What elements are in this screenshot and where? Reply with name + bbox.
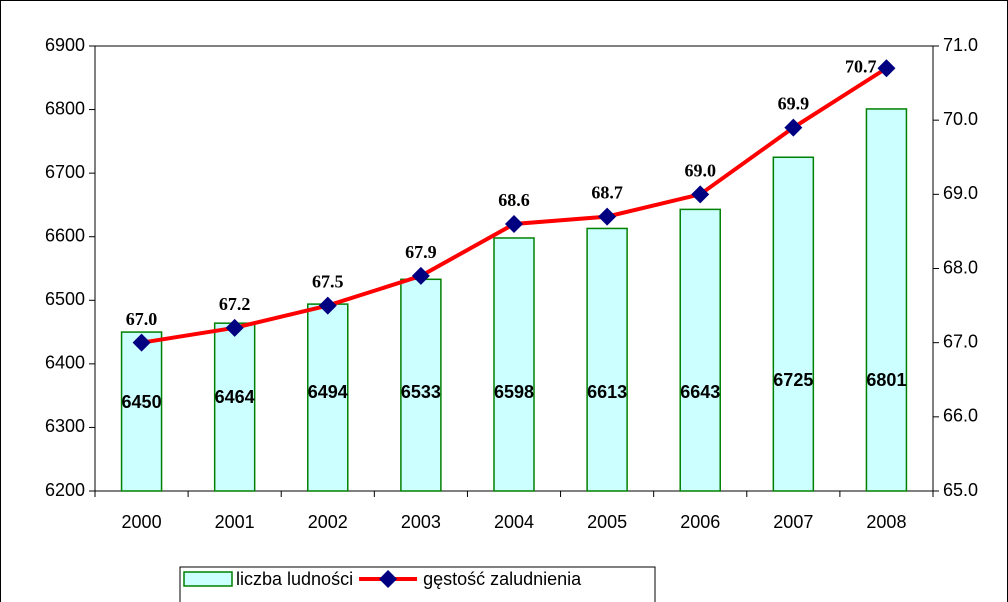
line-marker	[784, 118, 803, 137]
bar-value-label: 6598	[494, 382, 534, 402]
line-value-label: 67.0	[126, 309, 158, 329]
line-value-label: 69.0	[684, 160, 716, 180]
bar	[772, 156, 815, 492]
bar-value-label: 6533	[401, 382, 441, 402]
y-tick-label: 6600	[45, 225, 85, 245]
legend-label: gęstość zaludnienia	[423, 569, 582, 589]
bar-value-label: 6450	[122, 392, 162, 412]
line-marker	[318, 296, 337, 315]
y-tick-label: 6800	[45, 98, 85, 118]
line-value-label: 69.9	[778, 94, 810, 114]
bar	[400, 278, 442, 492]
y2-tick-label: 70.0	[943, 109, 978, 129]
legend-swatch	[183, 571, 233, 587]
y-tick-label: 6700	[45, 162, 85, 182]
x-tick-label: 2005	[587, 512, 627, 532]
bar	[213, 322, 256, 492]
legend-box	[179, 566, 656, 602]
bar-value-label: 6464	[215, 387, 255, 407]
y2-tick-label: 66.0	[943, 406, 978, 426]
x-tick-label: 2006	[680, 512, 720, 532]
bar	[120, 331, 163, 492]
y2-tick-label: 65.0	[943, 480, 978, 500]
line-marker	[132, 333, 151, 352]
line-marker	[691, 185, 710, 204]
y-tick-label: 6200	[45, 480, 85, 500]
bar-value-label: 6494	[308, 382, 348, 402]
bar	[493, 237, 535, 492]
x-tick-label: 2002	[308, 512, 348, 532]
bar	[307, 303, 349, 492]
y-tick-label: 6500	[45, 289, 85, 309]
y2-tick-label: 71.0	[943, 35, 978, 55]
x-tick-label: 2004	[494, 512, 534, 532]
line-marker	[877, 59, 896, 78]
bar	[679, 208, 721, 492]
line-value-label: 68.6	[498, 190, 530, 210]
y2-tick-label: 67.0	[943, 331, 978, 351]
bar	[865, 108, 908, 492]
y-tick-label: 6400	[45, 353, 85, 373]
legend-label: liczba ludności	[236, 569, 353, 589]
bar-value-label: 6643	[680, 382, 720, 402]
y2-tick-label: 69.0	[943, 183, 978, 203]
legend-marker	[379, 570, 398, 588]
bar	[586, 227, 628, 492]
x-tick-label: 2000	[122, 512, 162, 532]
x-tick-label: 2003	[401, 512, 441, 532]
line-marker	[505, 215, 523, 233]
y-tick-label: 6300	[45, 416, 85, 436]
line-value-label: 70.7	[845, 56, 877, 76]
x-tick-label: 2008	[866, 512, 906, 532]
y-tick-label: 6900	[45, 35, 85, 55]
bar-value-label: 6613	[587, 382, 627, 402]
x-tick-label: 2007	[773, 512, 813, 532]
line-value-label: 68.7	[591, 183, 623, 203]
line-value-label: 67.9	[405, 242, 437, 262]
bar-value-label: 6725	[773, 370, 813, 390]
x-tick-label: 2001	[215, 512, 255, 532]
line-marker	[411, 266, 430, 285]
bar-value-label: 6801	[866, 370, 906, 390]
line-value-label: 67.5	[312, 272, 344, 292]
line-marker	[225, 318, 244, 337]
line-value-label: 67.2	[219, 294, 251, 314]
y2-tick-label: 68.0	[943, 257, 978, 277]
line-marker	[598, 207, 617, 226]
